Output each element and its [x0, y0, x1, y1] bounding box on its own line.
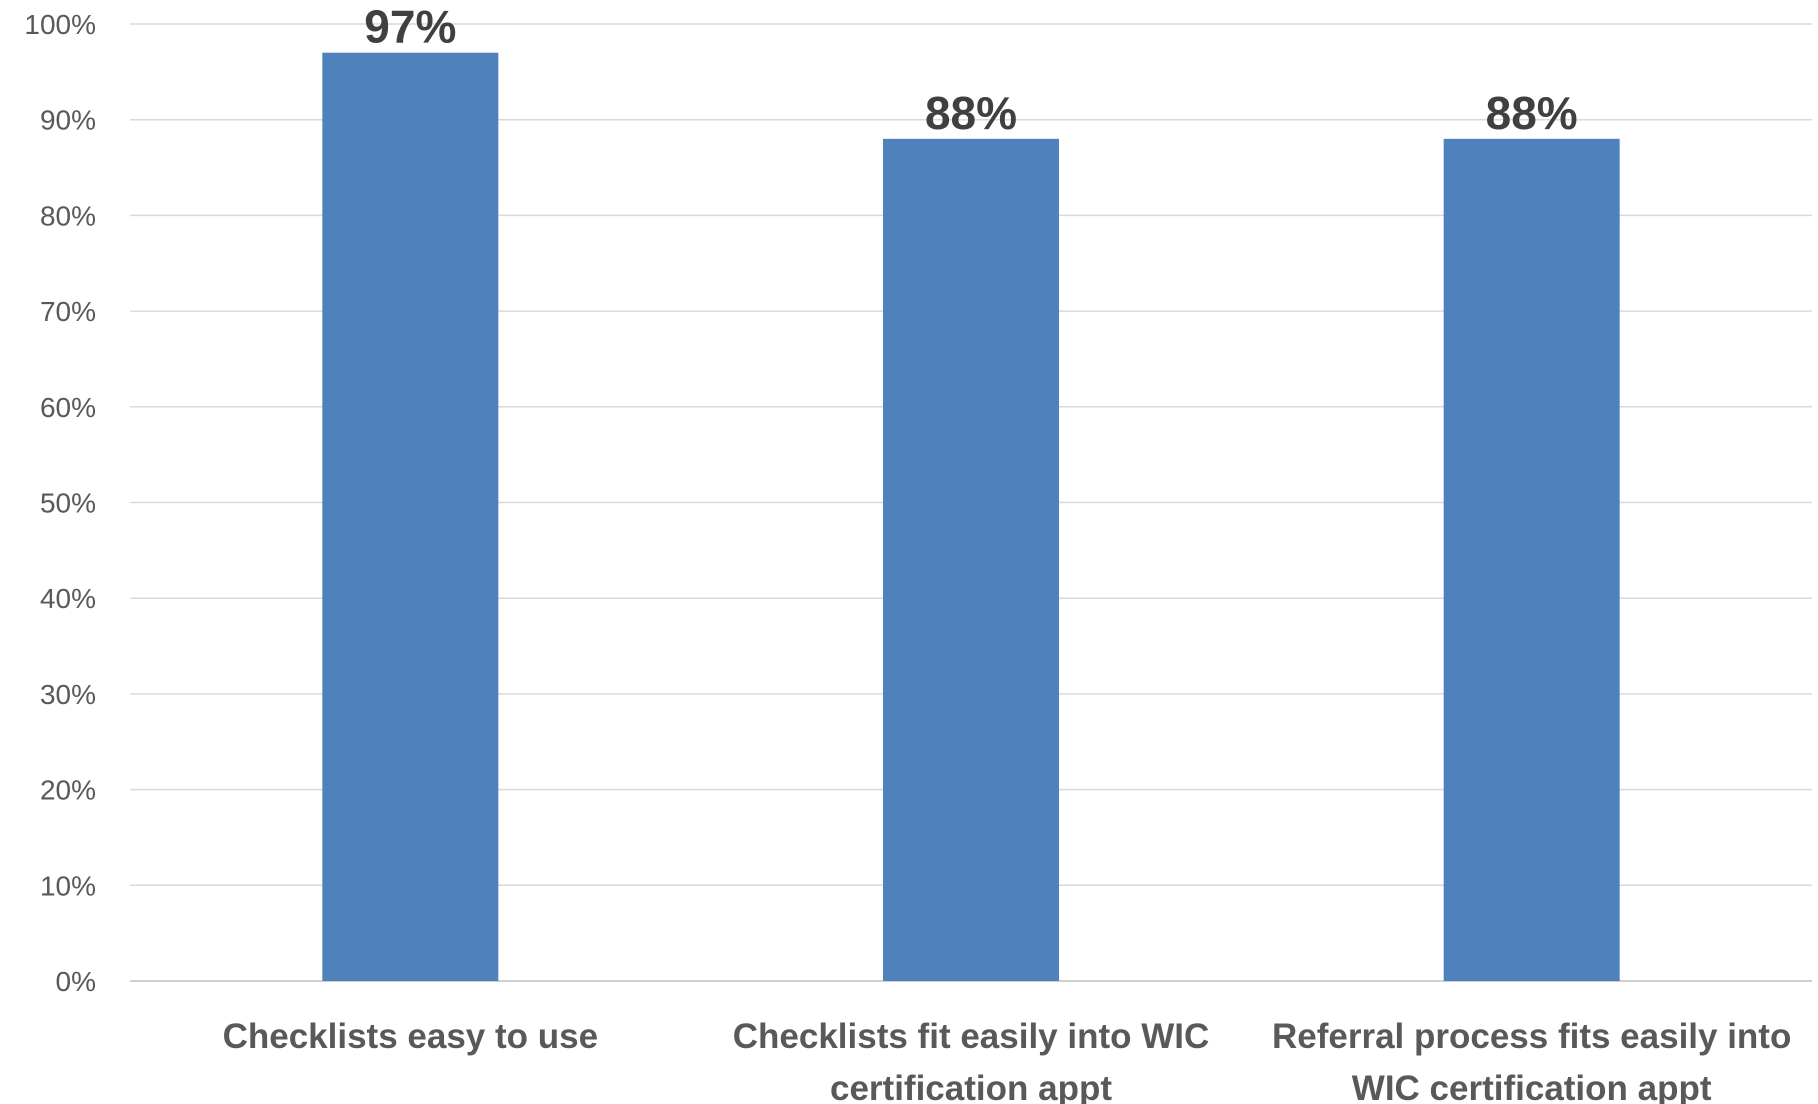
y-tick-label: 100% — [24, 9, 96, 40]
y-tick-label: 80% — [40, 200, 96, 231]
y-tick-label: 50% — [40, 488, 96, 519]
x-axis-ticks: Checklists easy to use Checklists fit eas… — [223, 1017, 1792, 1104]
bar — [322, 52, 499, 981]
y-tick-label: 0% — [56, 966, 96, 997]
data-label: 97% — [364, 1, 456, 53]
x-tick-label: Checklists easy to use — [223, 1017, 598, 1056]
y-tick-label: 20% — [40, 775, 96, 806]
data-labels: 97% 88% 88% — [364, 1, 1577, 139]
bar — [1443, 138, 1620, 982]
y-tick-label: 30% — [40, 679, 96, 710]
data-label: 88% — [925, 87, 1017, 139]
y-tick-label: 70% — [40, 296, 96, 327]
y-tick-label: 60% — [40, 392, 96, 423]
bars — [322, 52, 1620, 982]
y-tick-label: 90% — [40, 105, 96, 136]
bar — [883, 138, 1059, 982]
y-tick-label: 10% — [40, 870, 96, 901]
y-axis-ticks: 0% 10% 20% 30% 40% 50% 60% 70% 80% 90% 100% — [24, 9, 96, 997]
y-tick-label: 40% — [40, 583, 96, 614]
x-tick-label: Checklists fit easily into WIC certificat… — [733, 1017, 1210, 1104]
x-tick-label: Referral process fits easily into WIC cer… — [1272, 1017, 1791, 1104]
data-label: 88% — [1486, 87, 1578, 139]
